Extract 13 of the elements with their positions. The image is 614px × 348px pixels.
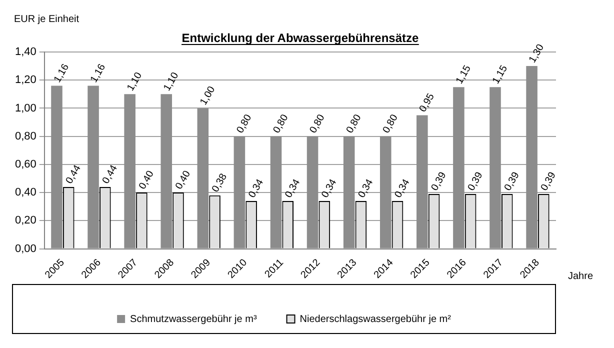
y-tick-label: 1,00: [14, 102, 36, 114]
y-axis-title: EUR je Einheit: [14, 14, 80, 25]
x-axis-title: Jahre: [568, 270, 594, 282]
y-tick-label: 0,00: [14, 242, 36, 255]
legend-label: Schmutzwassergebühr je m³: [130, 314, 258, 325]
y-tick-label: 0,60: [14, 158, 36, 170]
y-tick-label: 0,40: [14, 186, 36, 199]
chart-title: Entwicklung der Abwassergebührensätze: [182, 31, 419, 45]
y-tick-label: 1,40: [14, 46, 36, 58]
legend-label: Niederschlagswassergebühr je m²: [300, 314, 452, 325]
y-tick-label: 0,80: [14, 130, 36, 142]
y-tick-label: 0,20: [14, 214, 36, 227]
y-tick-label: 1,20: [14, 74, 36, 86]
